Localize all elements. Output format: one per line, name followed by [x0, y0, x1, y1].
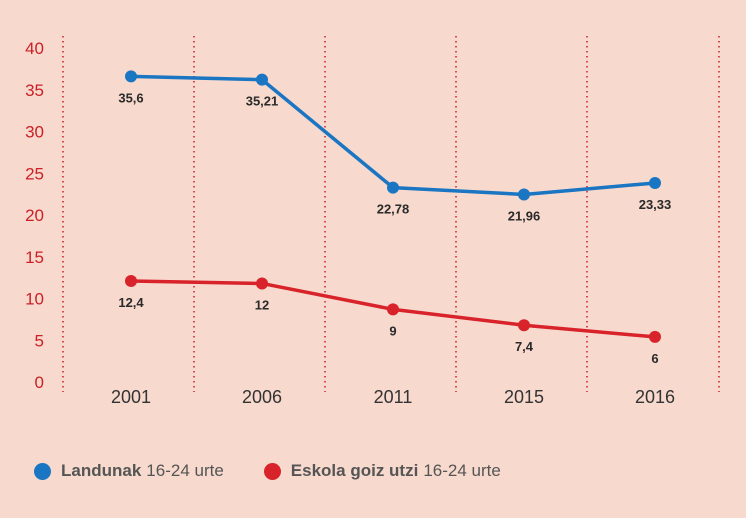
y-tick-10: 10 — [25, 290, 44, 309]
legend-label-eskola: Eskola goiz utzi — [290, 461, 419, 480]
x-tick-2015: 2015 — [504, 387, 544, 407]
data-label-1-0: 12,4 — [118, 295, 144, 310]
data-label-1-4: 6 — [651, 351, 658, 366]
y-tick-20: 20 — [25, 206, 44, 225]
y-tick-30: 30 — [25, 123, 44, 142]
data-point-0-4 — [649, 177, 661, 190]
legend-sublabel-landunak: 16-24 urte — [146, 461, 224, 480]
legend-item-eskola: Eskola goiz utzi 16-24 urte — [263, 461, 501, 481]
data-point-0-0 — [125, 70, 137, 83]
legend-swatch-landunak — [34, 462, 51, 480]
y-tick-15: 15 — [25, 248, 44, 267]
x-tick-2016: 2016 — [635, 387, 675, 407]
data-point-0-2 — [387, 181, 399, 194]
x-tick-2011: 2011 — [374, 387, 413, 407]
y-tick-5: 5 — [35, 331, 44, 350]
data-point-1-2 — [387, 303, 399, 316]
data-point-0-3 — [518, 188, 530, 201]
data-point-0-1 — [256, 73, 268, 86]
legend-label-landunak: Landunak — [61, 461, 142, 480]
data-label-0-2: 22,78 — [377, 202, 410, 217]
y-tick-0: 0 — [35, 373, 44, 392]
x-tick-2006: 2006 — [242, 387, 282, 407]
y-tick-35: 35 — [25, 81, 44, 100]
series-line-0 — [130, 74, 656, 197]
legend: Landunak 16-24 urte Eskola goiz utzi 16-… — [34, 461, 541, 481]
y-tick-25: 25 — [25, 164, 44, 183]
y-tick-40: 40 — [25, 39, 44, 58]
data-label-0-0: 35,6 — [118, 90, 143, 105]
legend-sublabel-eskola: 16-24 urte — [423, 461, 501, 480]
data-point-1-1 — [256, 277, 268, 290]
x-tick-2001: 2001 — [111, 387, 151, 407]
data-label-1-2: 9 — [389, 323, 396, 338]
legend-swatch-eskola — [263, 462, 281, 480]
data-label-0-4: 23,33 — [639, 197, 672, 212]
data-point-1-0 — [125, 274, 137, 287]
data-point-1-4 — [649, 330, 661, 343]
data-label-0-1: 35,21 — [246, 94, 279, 109]
data-point-1-3 — [518, 319, 530, 332]
chart-canvas: 0 5 10 15 20 25 30 35 40 2001 2006 2011 2015 2016 35,6… — [25, 36, 720, 407]
legend-item-landunak: Landunak 16-24 urte — [34, 461, 224, 481]
data-label-1-1: 12 — [255, 297, 269, 312]
data-label-1-3: 7,4 — [515, 339, 534, 354]
data-label-0-3: 21,96 — [508, 208, 541, 223]
